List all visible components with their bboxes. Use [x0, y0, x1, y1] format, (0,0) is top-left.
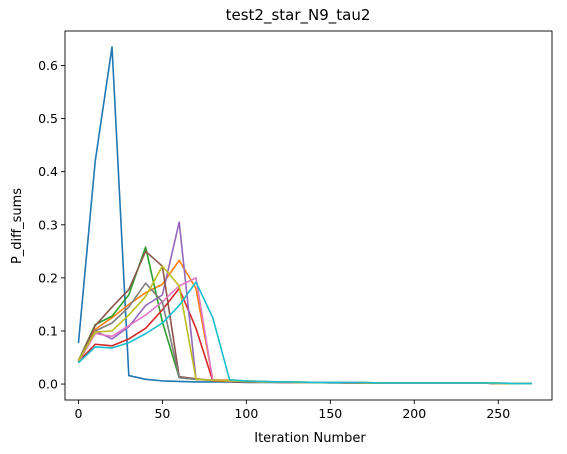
y-axis-label: P_diff_sums — [10, 188, 25, 264]
x-tick-label: 100 — [234, 406, 258, 421]
x-axis-label: Iteration Number — [254, 431, 366, 446]
y-tick-label: 0.0 — [38, 377, 58, 392]
y-tick-label: 0.6 — [38, 58, 58, 73]
chart-title: test2_star_N9_tau2 — [226, 6, 371, 25]
series-group — [77, 46, 532, 385]
plot-frame — [64, 30, 553, 401]
x-tick-label: 50 — [154, 406, 170, 421]
y-tick-label: 0.5 — [38, 111, 58, 126]
x-tick-label: 150 — [318, 406, 342, 421]
y-tick-label: 0.3 — [38, 217, 58, 232]
plot-area: 0 50 100 150 200 250 0.0 0.1 0.2 0.3 0.4 0.5 0.6 — [38, 30, 553, 421]
x-tick-label: 250 — [486, 406, 510, 421]
y-tick-label: 0.2 — [38, 270, 58, 285]
x-tick-label: 0 — [74, 406, 82, 421]
y-axis-ticks: 0.0 0.1 0.2 0.3 0.4 0.5 0.6 — [38, 58, 65, 392]
x-axis-ticks: 0 50 100 150 200 250 — [74, 400, 510, 421]
x-tick-label: 200 — [402, 406, 426, 421]
series-line-10 — [77, 281, 532, 385]
y-tick-label: 0.1 — [38, 323, 58, 338]
y-tick-label: 0.4 — [38, 164, 58, 179]
